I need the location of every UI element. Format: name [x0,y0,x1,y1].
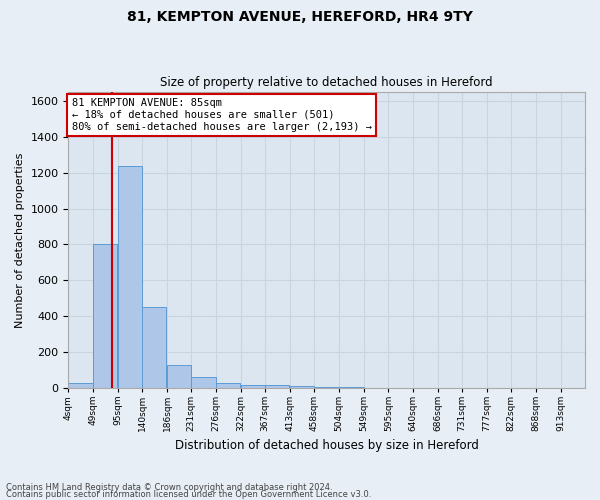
Text: 81 KEMPTON AVENUE: 85sqm
← 18% of detached houses are smaller (501)
80% of semi-: 81 KEMPTON AVENUE: 85sqm ← 18% of detach… [71,98,371,132]
Bar [118,166,142,388]
Bar [265,385,289,388]
Y-axis label: Number of detached properties: Number of detached properties [15,152,25,328]
Text: Contains HM Land Registry data © Crown copyright and database right 2024.: Contains HM Land Registry data © Crown c… [6,484,332,492]
X-axis label: Distribution of detached houses by size in Hereford: Distribution of detached houses by size … [175,440,479,452]
Bar [68,384,93,388]
Bar [142,307,166,388]
Bar [93,244,117,388]
Bar [290,386,314,388]
Bar [241,384,265,388]
Text: 81, KEMPTON AVENUE, HEREFORD, HR4 9TY: 81, KEMPTON AVENUE, HEREFORD, HR4 9TY [127,10,473,24]
Bar [191,377,215,388]
Bar [215,384,240,388]
Bar [314,387,338,388]
Title: Size of property relative to detached houses in Hereford: Size of property relative to detached ho… [160,76,493,90]
Bar [167,366,191,388]
Text: Contains public sector information licensed under the Open Government Licence v3: Contains public sector information licen… [6,490,371,499]
